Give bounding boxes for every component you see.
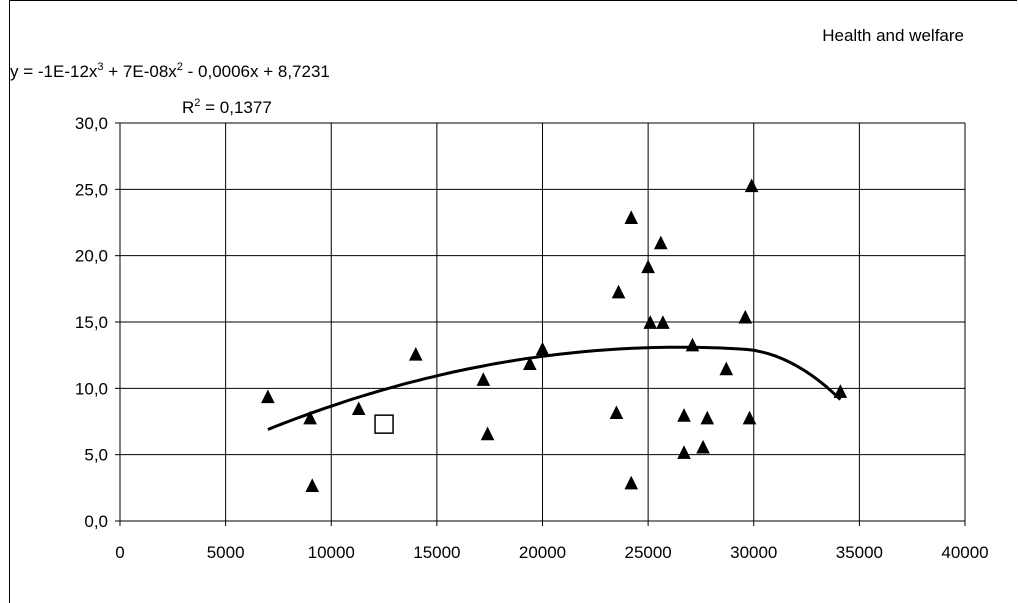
trendline-group (267, 345, 842, 431)
y-tick-label: 15,0 (75, 313, 108, 332)
x-tick-label: 15000 (413, 543, 460, 562)
triangle-point (738, 309, 753, 324)
chart-frame: Health and welfare y = -1E-12x3 + 7E-08x… (9, 0, 1017, 603)
square-point (374, 414, 394, 434)
r-squared-label: R2 = 0,1377 (182, 97, 272, 117)
triangle-point (656, 315, 670, 329)
y-tick-label: 30,0 (75, 114, 108, 133)
y-tick-label: 20,0 (75, 247, 108, 266)
x-tick-label: 35000 (836, 543, 883, 562)
triangle-point (641, 259, 655, 274)
data-points (261, 178, 848, 493)
trendline-equation: y = -1E-12x3 + 7E-08x2 - 0,0006x + 8,723… (10, 61, 330, 81)
triangle-point (643, 315, 658, 329)
triangle-point (742, 410, 757, 425)
triangle-point (303, 410, 317, 425)
y-axis-ticks: 0,0 5,0 10,0 15,0 20,0 25,0 30,0 (75, 114, 120, 531)
triangle-point (719, 361, 734, 376)
triangle-point (523, 356, 537, 370)
triangle-point (744, 178, 759, 193)
legend-label: Health and welfare (822, 26, 964, 45)
x-tick-label: 25000 (624, 543, 671, 562)
x-tick-label: 10000 (308, 543, 355, 562)
trendline (267, 345, 842, 431)
x-tick-label: 5000 (207, 543, 245, 562)
grid-lines (119, 122, 966, 526)
triangle-point (305, 478, 320, 493)
triangle-point (696, 439, 710, 454)
y-tick-label: 10,0 (75, 379, 108, 398)
x-tick-label: 20000 (519, 543, 566, 562)
triangle-point (685, 337, 700, 352)
triangle-point (677, 445, 691, 459)
triangle-point (653, 235, 668, 250)
triangle-point (408, 347, 423, 361)
x-tick-label: 40000 (941, 543, 988, 562)
y-tick-label: 25,0 (75, 180, 108, 199)
y-tick-label: 0,0 (84, 512, 108, 531)
triangle-point (480, 426, 495, 441)
triangle-point (677, 408, 691, 422)
triangle-point (624, 475, 639, 490)
triangle-point (535, 341, 550, 356)
triangle-point (261, 389, 275, 404)
x-axis-ticks: 0 5000 10000 15000 20000 25000 30000 35000 40000 (115, 521, 989, 562)
y-tick-label: 5,0 (84, 446, 108, 465)
triangle-point (700, 410, 715, 425)
triangle-point (351, 401, 366, 416)
triangle-point (476, 372, 491, 386)
triangle-point (611, 284, 626, 299)
triangle-point (609, 405, 624, 420)
triangle-point (624, 210, 639, 225)
x-tick-label: 30000 (730, 543, 777, 562)
triangle-point (833, 384, 848, 398)
x-tick-label: 0 (115, 543, 124, 562)
